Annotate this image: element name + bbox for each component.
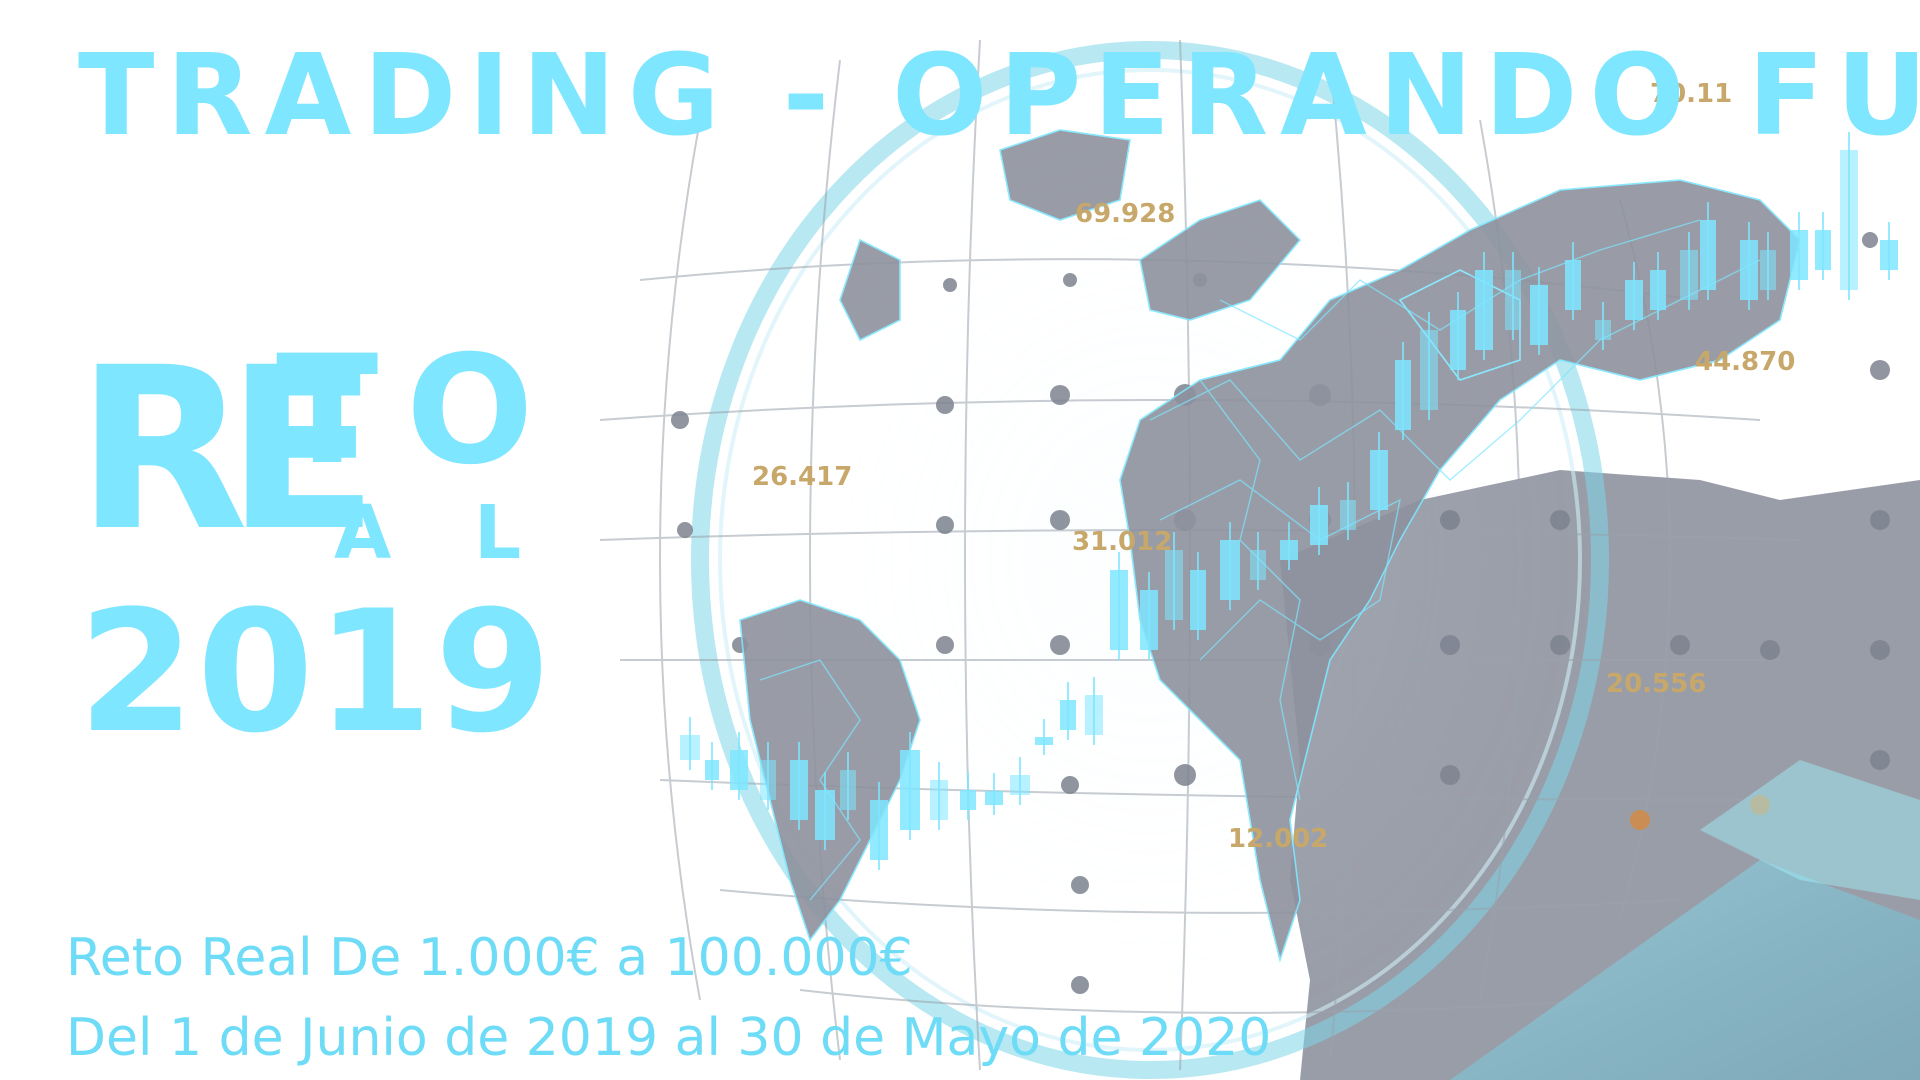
- price-label: 44.870: [1695, 347, 1795, 377]
- logo-letter-o: O: [406, 324, 533, 498]
- logo-letter-a: A: [334, 490, 392, 576]
- banner-title: TRADING - OPERANDO FUTUROS: [78, 31, 1920, 161]
- price-label: 31.012: [1072, 527, 1172, 557]
- subtitle-amount: Reto Real De 1.000€ a 100.000€: [66, 928, 913, 988]
- logo-letter-l: L: [474, 490, 522, 576]
- subtitle-dates: Del 1 de Junio de 2019 al 30 de Mayo de …: [66, 1008, 1272, 1068]
- price-label: 20.556: [1606, 669, 1706, 699]
- logo-letter-e: E: [226, 319, 379, 580]
- price-label: 70.11: [1650, 79, 1732, 109]
- price-label: 69.928: [1075, 199, 1175, 229]
- network-mesh: [759, 219, 1761, 901]
- year-label: 2019: [78, 574, 554, 770]
- price-label: 12.002: [1228, 824, 1328, 854]
- price-label: 26.417: [752, 462, 852, 492]
- logo-letter-r: R: [76, 319, 249, 580]
- logo-letter-t: T: [276, 324, 378, 498]
- candlestick-chart: [680, 132, 1898, 870]
- teal-light-shape: [1450, 860, 1920, 1080]
- globe-continents: [739, 129, 1801, 963]
